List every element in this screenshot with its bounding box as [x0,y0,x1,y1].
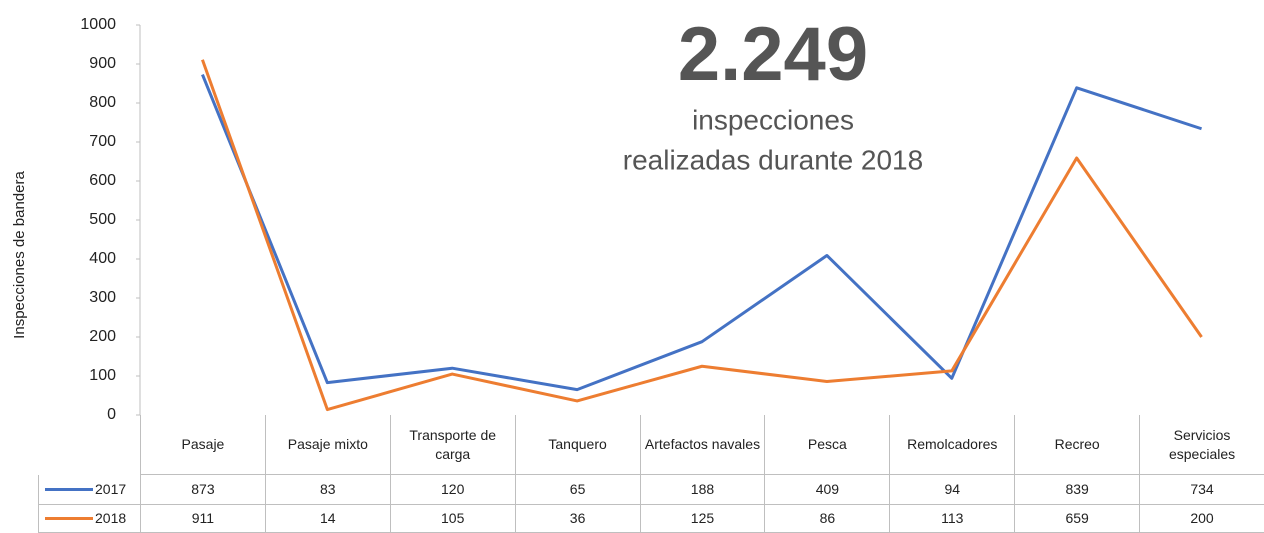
legend-cell: 2017 [38,475,140,505]
table-value: 120 [389,475,515,505]
table-value: 839 [1014,475,1140,505]
legend-swatch [45,517,93,520]
y-tick-label: 0 [107,406,116,423]
table-header: Remolcadores [889,415,1015,475]
legend-cell: 2018 [38,505,140,533]
y-tick-label: 200 [89,328,116,345]
table-value: 911 [140,505,265,533]
table-value: 873 [140,475,265,505]
table-header: Tanquero [514,415,640,475]
y-tick-label: 700 [89,133,116,150]
table-header: Artefactos navales [639,415,765,475]
headline-number: 2.249 [678,12,868,97]
table-header: Pasaje mixto [264,415,390,475]
table-value: 105 [389,505,515,533]
y-tick-label: 300 [89,289,116,306]
table-header: Pesca [764,415,890,475]
legend-swatch [45,488,93,491]
y-tick-label: 500 [89,211,116,228]
y-axis-label: Inspecciones de bandera [11,171,28,339]
table-header: Recreo [1014,415,1140,475]
table-value: 14 [264,505,390,533]
table-value: 659 [1014,505,1140,533]
table-header: Transporte de carga [389,415,515,475]
y-tick-label: 600 [89,172,116,189]
table-header: Pasaje [140,415,265,475]
y-tick-label: 800 [89,94,116,111]
y-tick-label: 1000 [80,16,116,33]
y-tick-label: 900 [89,55,116,72]
table-value: 113 [889,505,1015,533]
table-value: 200 [1139,505,1264,533]
series-line [201,59,1203,412]
series-line [201,73,1203,392]
y-tick-label: 400 [89,250,116,267]
headline-text: realizadas durante 2018 [623,144,923,175]
table-value: 409 [764,475,890,505]
table-value: 94 [889,475,1015,505]
legend-label: 2017 [95,481,127,498]
table-value: 83 [264,475,390,505]
legend-label: 2018 [95,510,127,527]
table-value: 734 [1139,475,1264,505]
y-tick-label: 100 [89,367,116,384]
table-value: 36 [514,505,640,533]
table-value: 125 [639,505,765,533]
table-header: Servicios especiales [1139,415,1264,475]
headline-text: inspecciones [692,104,854,135]
table-value: 65 [514,475,640,505]
table-value: 86 [764,505,890,533]
table-value: 188 [639,475,765,505]
